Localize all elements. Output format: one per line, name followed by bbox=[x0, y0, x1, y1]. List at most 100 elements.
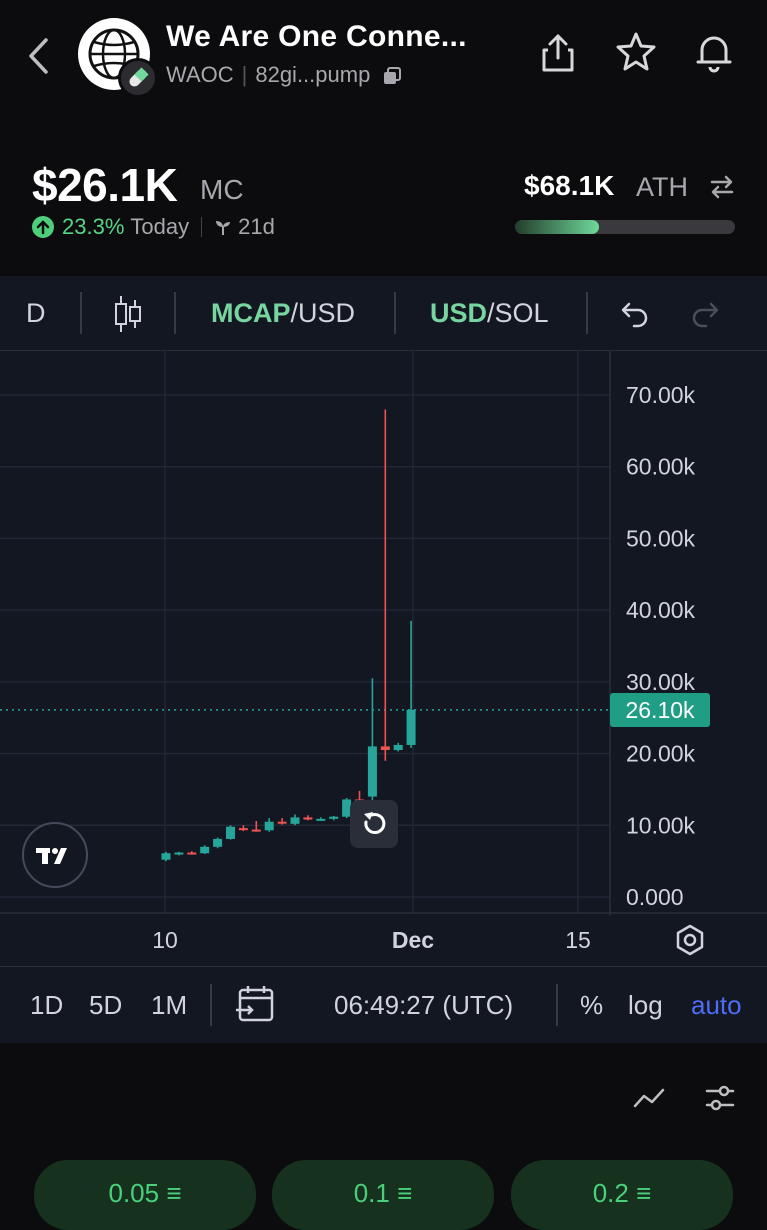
token-age: 21d bbox=[238, 214, 275, 239]
ath-progress-fill bbox=[515, 220, 599, 234]
usd-sol-toggle[interactable]: USD/SOL bbox=[430, 298, 549, 329]
candle bbox=[251, 820, 261, 832]
interval-button[interactable]: D bbox=[26, 298, 46, 328]
y-tick-label: 70.00k bbox=[626, 382, 696, 408]
bell-icon[interactable] bbox=[692, 30, 736, 74]
usd-option[interactable]: /USD bbox=[290, 298, 356, 328]
candle bbox=[277, 818, 287, 825]
buy-amount-button[interactable]: 0.05 ≡ bbox=[34, 1160, 256, 1230]
mcap-option[interactable]: MCAP bbox=[211, 298, 291, 328]
change-row: 23.3% Today 21d bbox=[32, 214, 275, 240]
candle bbox=[367, 678, 377, 801]
reset-chart-button[interactable] bbox=[350, 800, 398, 848]
back-chevron-icon[interactable] bbox=[26, 36, 50, 76]
y-tick-label: 40.00k bbox=[626, 597, 696, 623]
bar-divider bbox=[556, 984, 558, 1026]
pill-badge-icon bbox=[118, 58, 158, 98]
candlestick-type-icon[interactable] bbox=[112, 294, 144, 334]
swap-icon[interactable] bbox=[708, 174, 736, 200]
change-percent: 23.3% bbox=[62, 214, 125, 239]
sol-option[interactable]: /SOL bbox=[487, 298, 549, 328]
candle bbox=[380, 409, 390, 761]
x-tick-label: Dec bbox=[392, 927, 434, 953]
x-tick-label: 10 bbox=[152, 927, 178, 953]
candle bbox=[264, 818, 274, 832]
x-tick-label: 15 bbox=[565, 927, 591, 953]
token-name: We Are One Conne... bbox=[166, 20, 467, 53]
divider bbox=[201, 217, 203, 237]
candle bbox=[161, 851, 171, 862]
candle bbox=[213, 837, 223, 849]
share-icon[interactable] bbox=[536, 30, 580, 74]
redo-icon[interactable] bbox=[690, 298, 724, 328]
candle bbox=[226, 825, 235, 840]
change-period: Today bbox=[130, 214, 190, 239]
chart-range-bar bbox=[0, 966, 767, 1044]
buy-amount-button[interactable]: 0.2 ≡ bbox=[511, 1160, 733, 1230]
usd-option[interactable]: USD bbox=[430, 298, 488, 328]
toolbar-divider bbox=[394, 292, 396, 334]
copy-icon[interactable] bbox=[382, 66, 402, 86]
token-ticker: WAOC bbox=[166, 62, 234, 87]
auto-toggle[interactable]: auto bbox=[691, 990, 742, 1020]
chart-panel bbox=[0, 276, 767, 1043]
range-1m-button[interactable]: 1M bbox=[151, 990, 188, 1020]
token-subtitle: WAOC | 82gi...pump bbox=[166, 62, 402, 88]
toolbar-divider bbox=[174, 292, 176, 334]
token-address[interactable]: 82gi...pump bbox=[255, 62, 371, 87]
buy-amount-value: 0.05 bbox=[108, 1178, 160, 1208]
buy-amount-value: 0.2 bbox=[592, 1178, 629, 1208]
buy-amount-button[interactable]: 0.1 ≡ bbox=[272, 1160, 494, 1230]
line-chart-icon[interactable] bbox=[632, 1084, 666, 1114]
calendar-goto-icon[interactable] bbox=[234, 984, 276, 1024]
solana-icon: ≡ bbox=[636, 1178, 652, 1208]
solana-icon: ≡ bbox=[166, 1178, 182, 1208]
candle bbox=[316, 817, 326, 821]
arrow-up-icon bbox=[32, 216, 54, 238]
candle bbox=[303, 815, 313, 821]
range-5d-button[interactable]: 5D bbox=[89, 990, 123, 1020]
market-cap-label: MC bbox=[200, 174, 244, 205]
percent-toggle[interactable]: % bbox=[580, 990, 604, 1020]
candle bbox=[200, 845, 210, 854]
ath-label: ATH bbox=[636, 172, 688, 202]
y-tick-label: 20.00k bbox=[626, 741, 696, 767]
gear-icon[interactable] bbox=[676, 924, 704, 956]
buy-amount-value: 0.1 bbox=[353, 1178, 390, 1208]
sprout-icon bbox=[216, 221, 231, 235]
ath-progress-bar bbox=[515, 220, 735, 234]
reset-icon bbox=[364, 812, 386, 834]
candle bbox=[406, 620, 416, 748]
range-1d-button[interactable]: 1D bbox=[30, 990, 64, 1020]
toolbar-divider bbox=[80, 292, 82, 334]
tradingview-logo[interactable] bbox=[22, 822, 88, 888]
candle bbox=[342, 798, 352, 819]
y-tick-label: 50.00k bbox=[626, 525, 696, 551]
log-toggle[interactable]: log bbox=[628, 990, 663, 1020]
candle bbox=[329, 815, 339, 821]
solana-icon: ≡ bbox=[397, 1178, 413, 1208]
candle bbox=[393, 742, 403, 752]
ath-value: $68.1K bbox=[524, 170, 615, 201]
chart-toolbar bbox=[0, 276, 767, 351]
y-tick-label: 10.00k bbox=[626, 812, 696, 838]
y-tick-label: 0.000 bbox=[626, 884, 684, 910]
bar-divider bbox=[210, 984, 212, 1026]
candlestick-chart[interactable]: 70.00k 60.00k 50.00k 40.00k 30.00k 20.00k 10.0… bbox=[0, 351, 767, 966]
token-logo bbox=[78, 18, 150, 90]
y-tick-label: 60.00k bbox=[626, 454, 696, 480]
mcap-usd-toggle[interactable]: MCAP/USD bbox=[211, 298, 355, 329]
tradingview-icon bbox=[36, 848, 67, 864]
candle bbox=[187, 851, 197, 855]
sliders-icon[interactable] bbox=[704, 1082, 736, 1114]
utc-time[interactable]: 06:49:27 (UTC) bbox=[334, 990, 514, 1020]
toolbar-divider bbox=[586, 292, 588, 334]
candle bbox=[290, 814, 300, 826]
undo-icon[interactable] bbox=[616, 298, 650, 328]
y-tick-label: 30.00k bbox=[626, 669, 696, 695]
current-price-tag: 26.10k bbox=[610, 692, 710, 727]
candle bbox=[174, 851, 184, 856]
candle bbox=[238, 825, 248, 832]
star-icon[interactable] bbox=[614, 30, 658, 74]
market-cap-value: $26.1K bbox=[32, 159, 178, 211]
